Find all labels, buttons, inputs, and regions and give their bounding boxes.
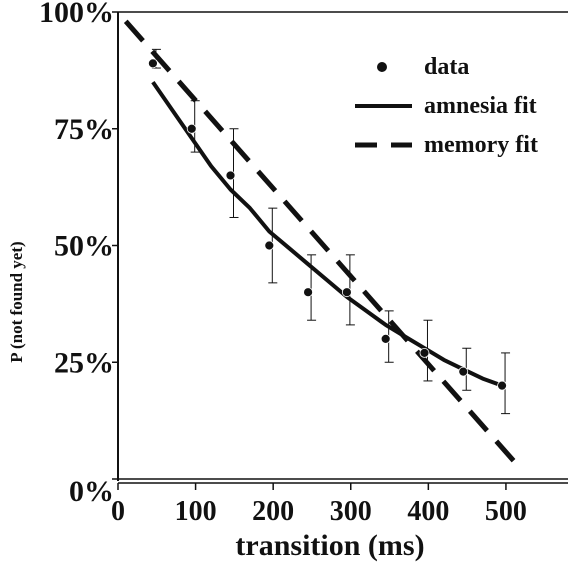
amnesia-fit-line — [151, 80, 503, 388]
y-tick-label: 25% — [54, 346, 114, 379]
y-axis-label: P (not found yet) — [7, 241, 26, 362]
x-axis-ticks: 0 100 200 300 400 500 — [111, 483, 527, 527]
data-point — [458, 366, 469, 377]
data-point — [419, 348, 430, 358]
x-tick-label: 300 — [330, 496, 372, 527]
y-tick-label: 0% — [69, 475, 114, 508]
data-point — [264, 240, 275, 251]
x-tick-label: 200 — [252, 496, 294, 527]
data-point — [303, 287, 313, 298]
data-point — [225, 170, 236, 181]
x-tick-label: 500 — [485, 496, 527, 527]
data-point — [497, 380, 507, 391]
memory-fit-series — [123, 19, 524, 472]
legend-amnesia-label: amnesia fit — [424, 93, 537, 119]
legend-memory-label: memory fit — [424, 132, 538, 158]
legend-data-marker — [377, 62, 387, 72]
data-point — [380, 333, 391, 344]
data-point — [341, 287, 352, 298]
data-point — [148, 58, 158, 69]
y-axis-ticks: 0% 25% 50% 75% 100% — [39, 0, 118, 508]
plot-frame — [117, 11, 568, 484]
y-tick-label: 100% — [39, 0, 114, 29]
x-tick-label: 100 — [175, 496, 217, 527]
x-tick-label: 400 — [407, 496, 449, 527]
legend-data-label: data — [424, 54, 469, 80]
legend: data amnesia fit memory fit — [355, 54, 538, 158]
y-tick-label: 50% — [54, 230, 114, 263]
x-tick-label: 0 — [111, 496, 125, 527]
amnesia-fit-series — [151, 80, 503, 388]
y-tick-label: 75% — [54, 113, 114, 146]
data-point — [186, 123, 197, 134]
data-series — [148, 48, 511, 415]
x-axis-label: transition (ms) — [235, 529, 424, 562]
memory-fit-line — [123, 19, 524, 472]
